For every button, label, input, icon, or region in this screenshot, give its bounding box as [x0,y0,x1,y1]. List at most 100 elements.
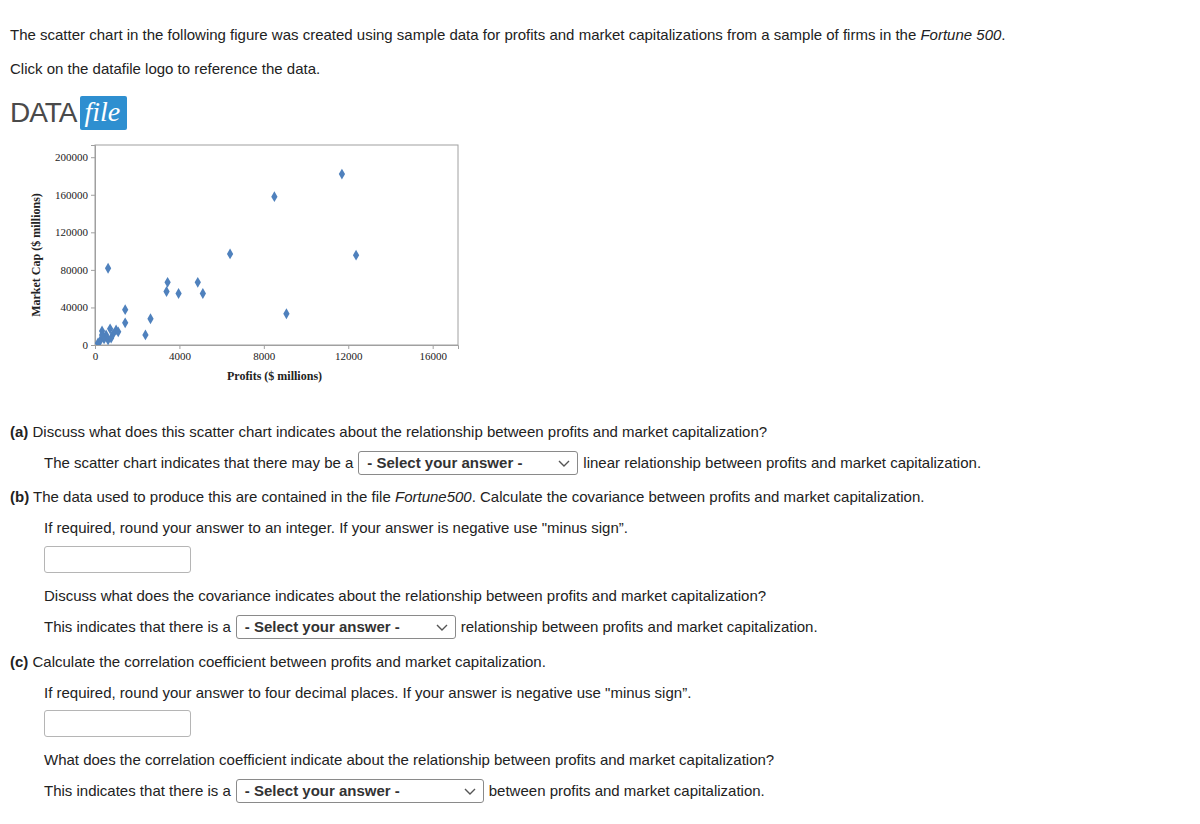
point [142,329,148,340]
instruction-line: Click on the datafile logo to reference … [10,57,320,81]
point [339,169,345,180]
x-tick-mark [264,345,265,349]
prompt-text: Calculate the correlation coefficient be… [33,653,546,670]
item-text: If required, round your answer to an int… [44,519,628,536]
x-tick-label: 8000 [253,350,276,362]
question-label: (c) [10,653,28,670]
question-prompt: (a) Discuss what does this scatter chart… [10,420,767,444]
item-text: between profits and market capitalizatio… [489,782,765,799]
y-tick-label: 160000 [55,189,89,201]
x-tick-mark [179,345,180,349]
x-axis: 0400080001200016000 [93,345,459,362]
point [122,317,128,328]
prompt-text: Discuss what does this scatter chart ind… [33,423,768,440]
y-tick-mark [91,345,95,346]
answer-select[interactable]: - Select your answer - [358,451,578,475]
question-prompt: (c) Calculate the correlation coefficien… [10,650,546,674]
point [271,191,277,202]
select-chevron [464,788,476,796]
space [28,423,32,440]
select-line: This indicates that there is a - Select y… [44,615,818,639]
x-tick-mark [433,345,434,349]
prompt-emphasis: Fortune500 [395,488,472,505]
item-line: Discuss what does the covariance indicat… [44,584,766,608]
item-text: This indicates that there is a [44,618,231,635]
plot-frame [95,145,458,345]
select-placeholder: - Select your answer - [367,454,522,471]
y-tick-mark [91,157,95,158]
point [353,250,359,261]
item-text: This indicates that there is a [44,782,231,799]
point [175,288,181,299]
y-axis-line [91,146,96,346]
point [105,263,111,274]
x-tick-mark [348,345,349,349]
item-line: If required, round your answer to an int… [44,516,628,540]
y-tick: 160000 [55,189,95,201]
item-text: What does the correlation coefficient in… [44,751,774,768]
points [95,169,359,345]
point [283,308,289,319]
chevron-path [465,789,475,794]
x-tick: 8000 [253,345,276,362]
x-tick: 16000 [419,345,447,362]
point [164,277,170,288]
item-text: Discuss what does the covariance indicat… [44,587,766,604]
logo-badge: file [80,96,128,130]
chevron-path [559,461,569,466]
y-tick: 40000 [61,301,96,313]
select-chevron [558,460,570,468]
datafile-logo[interactable]: DATAfile [10,94,127,132]
point [99,329,105,340]
y-tick-mark [91,270,95,271]
intro-line: The scatter chart in the following figur… [10,23,1006,47]
question-label: (a) [10,423,28,440]
item-line: If required, round your answer to four d… [44,681,691,705]
intro-emphasis: Fortune 500 [920,26,1001,43]
select-line: This indicates that there is a - Select y… [44,779,765,803]
select-placeholder: - Select your answer - [245,618,400,635]
y-tick-mark [91,307,95,308]
intro-text: The scatter chart in the following figur… [10,26,920,43]
item-line: What does the correlation coefficient in… [44,748,774,772]
question-prompt: (b) The data used to produce this are co… [10,485,924,509]
instruction: Click on the datafile logo to reference … [10,60,320,77]
x-axis-title: Profits ($ millions) [227,369,322,383]
question-label: (b) [10,488,29,505]
point [227,248,233,259]
y-tick-label: 200000 [55,151,89,163]
scatter-chart: 0400008000012000016000020000004000800012… [0,140,470,390]
y-axis: 04000080000120000160000200000 [55,146,96,352]
x-tick-label: 12000 [335,350,363,362]
x-tick-label: 16000 [419,350,447,362]
x-axis-line [96,346,459,350]
x-tick: 4000 [169,345,192,362]
y-axis-title: Market Cap ($ millions) [29,193,43,317]
point [108,333,114,344]
x-tick-mark [95,345,96,349]
select-line: The scatter chart indicates that there m… [44,451,981,475]
point [200,288,206,299]
point [115,326,121,337]
y-tick: 80000 [61,264,96,276]
answer-select[interactable]: - Select your answer - [236,615,456,639]
answer-input[interactable] [44,546,191,573]
point [195,277,201,288]
x-tick: 12000 [335,345,363,362]
x-tick-label: 4000 [169,350,192,362]
space [29,488,33,505]
y-tick-mark [91,232,95,233]
item-text: If required, round your answer to four d… [44,684,691,701]
answer-input[interactable] [44,710,191,737]
point [95,338,101,345]
item-text: linear relationship between profits and … [583,454,981,471]
y-tick-mark [91,195,95,196]
point [122,304,128,315]
point [163,286,169,297]
y-tick: 120000 [55,226,95,238]
y-tick-label: 120000 [55,226,89,238]
point [147,313,153,324]
space [28,653,32,670]
answer-select[interactable]: - Select your answer - [236,779,484,803]
select-chevron [436,624,448,632]
